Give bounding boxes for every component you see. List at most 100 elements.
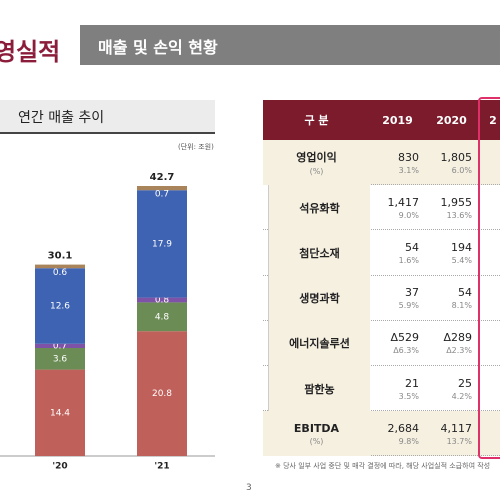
page-number: 3 [246,483,252,493]
value: Δ529 [390,331,419,345]
value: 1,805 [440,150,473,164]
row-label: EBITDA [293,421,340,435]
bar-segment [35,264,85,269]
label-cell: 에너지솔루션 [269,320,370,366]
segment-label: 3.6 [53,354,68,364]
value: 194 [451,240,472,254]
table: 구 분 2019 2020 2 영업이익 (%) 830 3.1% 1,805 6.0% 석유화학 1… [263,100,500,457]
value-cell: 1,955 13.6% [425,185,478,230]
row-label: 첨단소재 [299,246,340,260]
segment-label: 0.6 [53,268,68,278]
value-cell: Δ529 Δ6.3% [370,321,425,366]
bar-segment [137,331,187,456]
indent-line [268,185,269,231]
value-cell: 194 5.4% [425,230,478,275]
value-cell: 2,684 9.8% [370,411,425,456]
percent: 9.8% [398,436,419,446]
value-cell: 37 5.9% [370,276,425,321]
indent-line [268,366,269,412]
header-bar [80,25,500,65]
percent: 3.1% [398,165,419,175]
panel-header [0,100,215,134]
header-cell: 2019 [370,100,425,140]
indent-line [268,320,269,366]
label-cell: 생명과학 [269,275,370,321]
percent: 1.6% [398,255,419,265]
header-title: 매출 및 손익 현황 [98,38,218,57]
segment-label: 17.9 [152,239,172,249]
value: 2,684 [387,421,420,435]
row-label: 팜한농 [304,382,335,396]
percent: Δ6.3% [393,346,419,356]
x-tick-label: '21 [154,462,169,472]
value-cell: 1,805 6.0% [425,140,478,185]
percent: Δ2.3% [446,346,472,356]
value-cell: 830 3.1% [370,140,425,185]
row-label: 영업이익 [296,151,337,165]
value-cell: Δ289 Δ2.3% [425,321,478,366]
total-label: 42.7 [150,172,175,183]
value: 21 [405,376,419,390]
label-cell: 첨단소재 [269,230,370,276]
segment-label: 0.7 [155,190,169,200]
row-unit: (%) [309,167,324,177]
percent: 9.0% [398,210,419,220]
segment-label: 0.7 [53,341,67,351]
indent-line [268,275,269,321]
segment-label: 12.6 [50,302,70,312]
bar-segment [35,348,85,370]
label-cell: 영업이익 (%) [263,140,370,186]
percent: 5.9% [398,301,419,311]
row-unit: (%) [309,436,324,446]
footnote: ※ 당사 일부 사업 중단 및 매각 결정에 따라, 해당 사업실적 소급하여 … [275,462,491,470]
value: 37 [405,286,419,300]
value: 54 [458,286,472,300]
indent-line [268,230,269,276]
value-cell: 25 4.2% [425,366,478,411]
bar-segment [35,268,85,344]
percent: 4.2% [451,391,472,401]
bar-segment [137,186,187,191]
bar-segment [137,302,187,332]
header-cell: 2020 [425,100,478,140]
header-cell: 구 분 [263,100,370,140]
section-title: 영실적 [0,38,61,66]
value: 4,117 [440,421,473,435]
highlight-box [478,97,500,459]
value-cell: 1,417 9.0% [370,185,425,230]
value-cell: 54 1.6% [370,230,425,275]
percent: 13.7% [446,436,472,446]
percent: 13.6% [446,210,472,220]
row-label: 에너지솔루션 [289,337,350,351]
value: 1,417 [387,195,420,209]
percent: 8.1% [451,301,472,311]
panel-title: 연간 매출 추이 [18,110,105,126]
bar-segment [137,190,187,298]
value: 1,955 [440,195,473,209]
bar-segment [35,343,85,348]
total-label: 30.1 [48,251,73,262]
segment-label: 20.8 [152,389,172,399]
row-label: 석유화학 [299,201,340,215]
chart: 14.4 3.6 0.7 12.6 0.6 30.1 '20 20.8 4.8 0.8 17.9 0.… [0,172,215,472]
x-tick-label: '20 [52,462,67,472]
value-cell: 21 3.5% [370,366,425,411]
label-cell: 석유화학 [269,185,370,231]
value: 830 [398,150,419,164]
bar-segment [35,369,85,456]
unit-label: (단위: 조원) [178,143,214,151]
percent: 5.4% [451,255,472,265]
value: 54 [405,240,419,254]
header-cell: 2 [478,100,500,140]
bar-segment [137,297,187,303]
percent: 6.0% [451,165,472,175]
value: Δ289 [443,331,472,345]
percent: 3.5% [398,391,419,401]
value-cell: 54 8.1% [425,276,478,321]
value-cell: 4,117 13.7% [425,411,478,456]
segment-label: 0.8 [155,296,170,306]
value: 25 [458,376,472,390]
row-label: 생명과학 [299,292,340,306]
label-cell: EBITDA (%) [263,411,370,457]
